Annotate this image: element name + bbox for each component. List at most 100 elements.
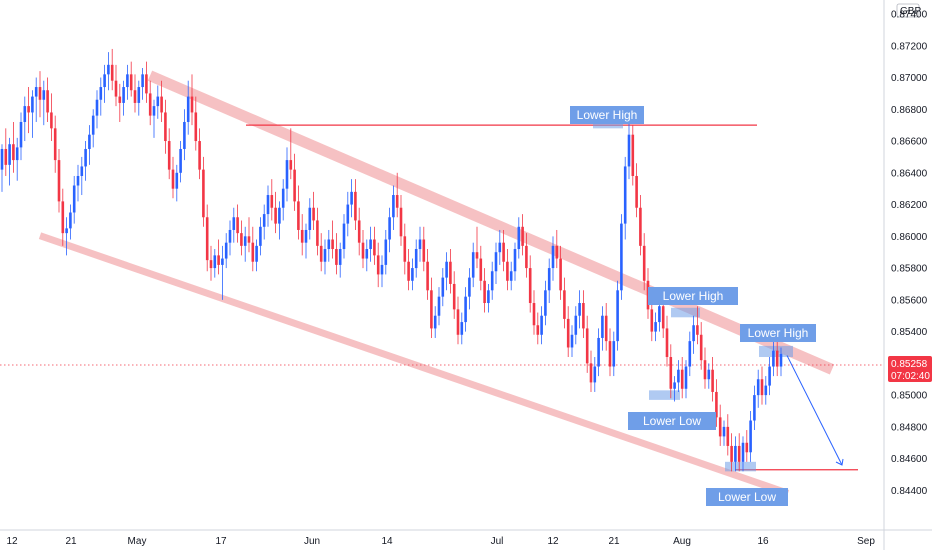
trend-channel[interactable] — [38, 70, 835, 497]
candle-body — [122, 87, 125, 103]
candle-body — [456, 309, 460, 335]
candle — [160, 80, 163, 122]
candle-body — [521, 226, 524, 246]
channel-lower-band[interactable] — [38, 232, 790, 497]
candle — [80, 156, 84, 196]
annotation-label[interactable]: Lower High — [570, 106, 644, 124]
candlesticks — [0, 48, 783, 472]
channel-upper-band[interactable] — [147, 70, 835, 375]
label-text: Lower High — [663, 289, 724, 303]
candle-body — [304, 229, 308, 243]
candle — [521, 214, 524, 256]
candle — [445, 252, 448, 291]
candle — [392, 185, 395, 230]
candle-body — [205, 217, 209, 261]
candle — [760, 366, 764, 405]
candle-body — [217, 255, 220, 265]
candle — [114, 64, 118, 107]
candle — [680, 357, 684, 399]
candle-body — [114, 80, 118, 97]
time-axis[interactable]: 12 21 May 17 Jun 14 Jul 12 21 Aug 16 Sep — [6, 536, 875, 547]
annotation-label[interactable]: Lower High — [648, 287, 738, 305]
candle-body — [612, 341, 616, 367]
projection-line[interactable] — [786, 355, 843, 466]
candle-body — [722, 426, 726, 437]
candle-body — [42, 90, 46, 100]
candle — [623, 156, 627, 240]
candle — [179, 141, 182, 183]
candle-body — [574, 315, 578, 335]
candle — [133, 74, 137, 113]
candle-body — [209, 260, 213, 269]
y-tick-label: 0.86200 — [891, 200, 928, 211]
candle — [50, 93, 53, 142]
candle-body — [509, 271, 513, 281]
candle — [205, 204, 209, 272]
candle-body — [547, 268, 551, 291]
last-price-bg — [888, 356, 932, 382]
candle-body — [84, 148, 87, 167]
candle-body — [4, 148, 8, 165]
candle — [471, 242, 475, 288]
x-tick-label: Aug — [673, 536, 691, 547]
annotation-labels[interactable]: Lower High Lower High Lower Low Lower High L… — [570, 106, 816, 506]
candle-body — [422, 239, 426, 262]
candle — [749, 411, 752, 462]
candle — [198, 128, 201, 180]
annotation-label[interactable]: Lower Low — [628, 412, 716, 430]
candle — [544, 280, 547, 326]
price-axis[interactable]: GBP 0.87400 0.87200 0.87000 0.86800 0.86600 0… — [891, 3, 928, 497]
candle-body — [452, 283, 456, 310]
candle — [430, 277, 433, 338]
annotation-label[interactable]: Lower Low — [706, 488, 788, 506]
candle — [673, 376, 676, 402]
label-text: Lower Low — [643, 414, 701, 428]
candle-body — [673, 382, 676, 389]
candle — [753, 385, 756, 431]
candle — [217, 239, 220, 275]
horizontal-levels[interactable] — [0, 124, 884, 471]
candle — [221, 245, 224, 300]
candle-body — [726, 426, 730, 446]
candle-body — [487, 290, 490, 304]
candle-body — [445, 261, 448, 278]
candle-body — [255, 245, 258, 262]
projection-arrow[interactable] — [786, 355, 844, 466]
candle — [688, 331, 692, 377]
candle — [84, 141, 87, 181]
candle-body — [430, 290, 433, 329]
candle-body — [270, 195, 274, 208]
candle-body — [540, 315, 543, 335]
candle-body — [536, 325, 540, 335]
candle-body — [665, 328, 669, 358]
candle — [407, 249, 410, 291]
candle-body — [145, 74, 148, 94]
candle-body — [236, 217, 239, 234]
candle-body — [126, 74, 129, 88]
candle — [357, 207, 361, 256]
candle-body — [532, 303, 536, 326]
candle-body — [772, 350, 775, 367]
candle-body — [232, 217, 236, 230]
candle-body — [437, 296, 441, 316]
x-tick-label: Sep — [857, 536, 875, 547]
candle — [422, 226, 426, 272]
candle-body — [354, 191, 357, 221]
currency-badge[interactable] — [896, 3, 920, 18]
candle — [274, 191, 277, 234]
candle — [316, 207, 319, 256]
candle-body — [224, 242, 228, 259]
candle-body — [658, 306, 661, 323]
annotation-label[interactable]: Lower High — [740, 324, 816, 342]
candle — [156, 85, 160, 119]
candle — [737, 433, 741, 472]
candle-body — [498, 242, 502, 253]
candle-body — [608, 341, 612, 367]
candle-body — [369, 239, 372, 250]
candle — [669, 344, 673, 399]
candle — [525, 233, 528, 278]
candle — [12, 121, 15, 173]
candle-body — [589, 363, 593, 383]
candle — [270, 179, 274, 221]
